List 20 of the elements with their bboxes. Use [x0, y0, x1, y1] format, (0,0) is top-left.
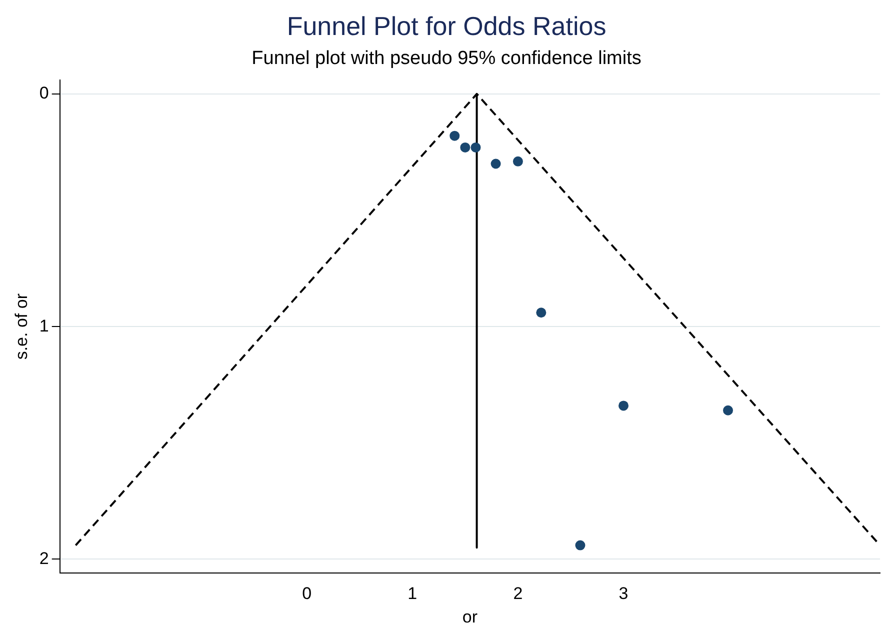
x-tick-label: 2 — [513, 584, 523, 604]
x-tick-label: 3 — [618, 584, 628, 604]
point — [536, 308, 546, 318]
point — [460, 142, 470, 152]
x-axis-title: or — [462, 607, 478, 626]
point — [723, 405, 734, 416]
point — [575, 540, 586, 550]
point — [450, 130, 460, 141]
point — [618, 400, 629, 411]
point — [490, 158, 501, 169]
y-tick-label: 0 — [39, 84, 49, 103]
point — [470, 142, 481, 152]
y-tick-label: 2 — [39, 548, 49, 568]
chart-subtitle: Funnel plot with pseudo 95% confidence limits — [252, 48, 642, 69]
y-axis-title: s.e. of or — [12, 293, 31, 360]
x-tick-label: 1 — [408, 584, 418, 604]
chart-title: Funnel Plot for Odds Ratios — [286, 10, 606, 41]
y-tick-label: 1 — [39, 316, 49, 336]
x-tick-label: 0 — [302, 584, 312, 604]
point — [512, 156, 523, 166]
